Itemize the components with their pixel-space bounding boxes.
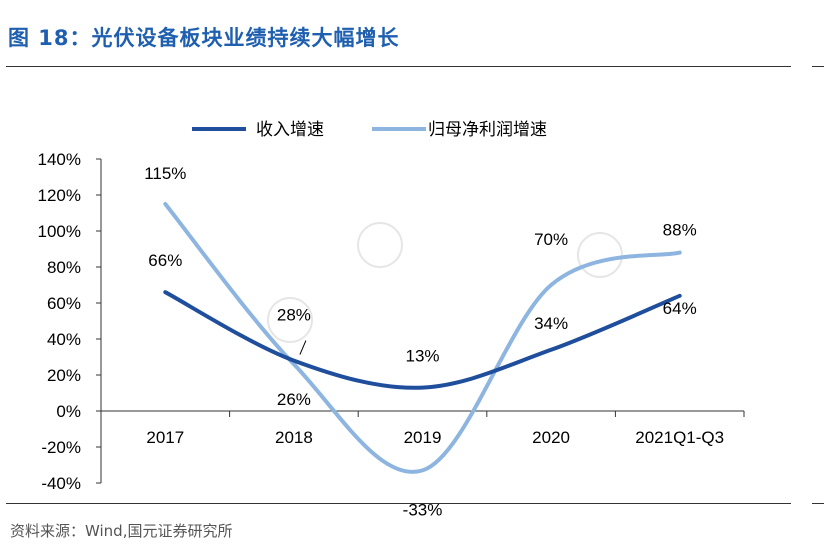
y-tick-label: 140% <box>38 150 81 169</box>
data-label: 34% <box>534 314 568 333</box>
watermark <box>267 222 623 343</box>
y-tick-label: 0% <box>56 402 81 421</box>
watermark-mark <box>577 232 623 278</box>
y-tick-label: 100% <box>38 222 81 241</box>
y-tick-label: -40% <box>41 474 81 493</box>
x-tick-label: 2017 <box>146 428 184 447</box>
series-line-revenue <box>163 290 682 390</box>
data-label: 64% <box>663 299 697 318</box>
y-tick-label: 20% <box>47 366 81 385</box>
data-label: 28% <box>277 306 311 325</box>
x-tick-label: 2018 <box>275 428 313 447</box>
legend: 收入增速 归母净利润增速 <box>192 120 547 139</box>
data-label: -33% <box>403 500 443 519</box>
data-label: 115% <box>144 164 186 183</box>
figure-title: 图 18：光伏设备板块业绩持续大幅增长 <box>8 26 400 50</box>
bottom-rule-mark <box>812 503 824 504</box>
legend-label: 收入增速 <box>256 120 324 139</box>
data-labels: 66% 28% 13% 34% 64% 115% 26% -33% 70% 88% <box>144 164 697 519</box>
y-tick-label: 60% <box>47 294 81 313</box>
series-lines <box>163 202 682 474</box>
x-tick-label: 2020 <box>532 428 570 447</box>
y-tick-label: 120% <box>38 186 81 205</box>
series-line-net-profit <box>163 202 682 474</box>
x-tick-label: 2021Q1-Q3 <box>635 428 724 447</box>
x-tick-label: 2019 <box>404 428 442 447</box>
top-rule <box>6 66 791 67</box>
legend-label: 归母净利润增速 <box>428 120 547 139</box>
y-tick-label: -20% <box>41 438 81 457</box>
x-axis: 2017 2018 2019 2020 2021Q1-Q3 <box>100 410 745 447</box>
data-label: 70% <box>534 230 568 249</box>
source-note: 资料来源：Wind,国元证券研究所 <box>10 522 233 540</box>
watermark-mark <box>267 297 313 343</box>
data-label: 13% <box>405 347 439 366</box>
label-leader <box>299 340 307 355</box>
top-rule-mark <box>812 66 824 67</box>
data-label: 88% <box>663 221 697 240</box>
y-axis: 140% 120% 100% 80% 60% 40% 20% 0% -20% -40% <box>38 150 102 493</box>
y-tick-label: 40% <box>47 330 81 349</box>
bottom-rule <box>6 503 791 504</box>
data-label: 26% <box>277 390 311 409</box>
data-label: 66% <box>148 251 182 270</box>
y-tick-label: 80% <box>47 258 81 277</box>
watermark-mark <box>357 222 403 268</box>
